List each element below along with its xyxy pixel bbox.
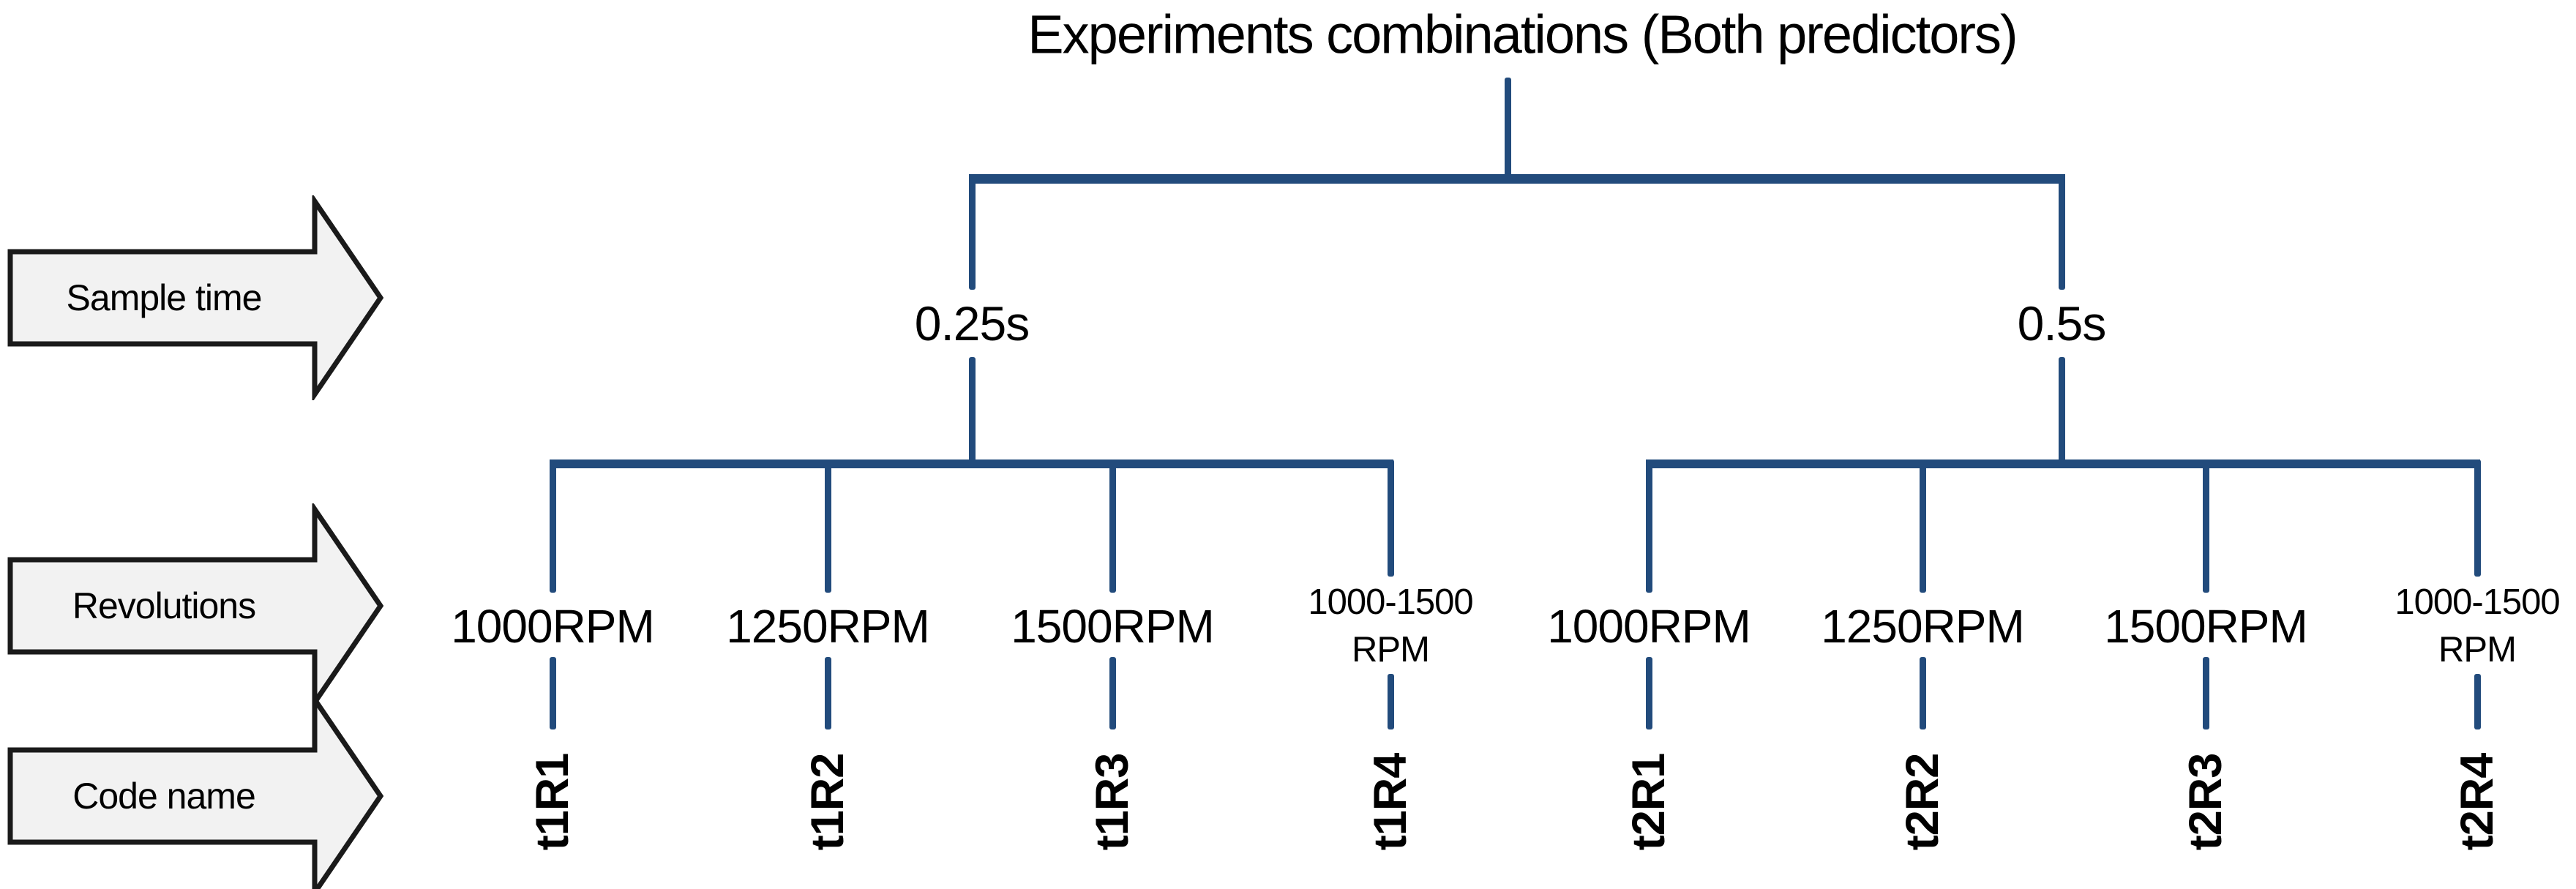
row-label-sample-time: Sample time xyxy=(66,277,263,318)
revolutions-node: 1000RPM xyxy=(451,600,655,653)
connector-branch1-top xyxy=(969,174,976,290)
connector-leaf-vertical xyxy=(1920,459,1926,593)
row-label-code-name: Code name xyxy=(72,776,256,817)
connector-leaf-vertical xyxy=(1646,459,1652,593)
connector-root-bar xyxy=(969,174,2065,184)
revolutions-node: 1250RPM xyxy=(1821,600,2025,653)
row-label-revolutions: Revolutions xyxy=(72,585,256,626)
connector-code-stub xyxy=(550,657,556,729)
connector-branch1-bottom xyxy=(969,357,976,464)
connector-code-stub xyxy=(1646,657,1652,729)
revolutions-node: 1000RPM xyxy=(1547,600,1751,653)
code-name-node: t1R4 xyxy=(1365,753,1416,851)
revolutions-node: 1500RPM xyxy=(2104,600,2308,653)
revolutions-node: 1250RPM xyxy=(726,600,930,653)
code-name-node: t1R1 xyxy=(527,753,578,851)
connector-code-stub xyxy=(825,657,831,729)
connector-left-bar xyxy=(550,459,1393,468)
code-name-node: t2R1 xyxy=(1623,753,1674,851)
sample-time-node: 0.5s xyxy=(2017,296,2107,350)
revolutions-node: 1000-1500 RPM xyxy=(2395,582,2560,669)
connector-leaf-vertical xyxy=(550,459,556,593)
connector-code-stub xyxy=(2474,674,2481,729)
revolutions-node: 1000-1500 RPM xyxy=(1308,582,1473,669)
connector-code-stub xyxy=(2203,657,2209,729)
right-arrow-icon xyxy=(7,195,384,400)
connector-leaf-vertical xyxy=(1109,459,1116,593)
code-name-node: t2R2 xyxy=(1897,753,1948,851)
code-name-node: t1R2 xyxy=(802,753,853,851)
code-name-node: t1R3 xyxy=(1087,753,1138,851)
connector-code-stub xyxy=(1109,657,1116,729)
revolutions-node: 1500RPM xyxy=(1011,600,1215,653)
connector-code-stub xyxy=(1388,674,1394,729)
right-arrow-icon xyxy=(7,694,384,889)
connector-root-vertical xyxy=(1505,78,1511,181)
code-name-node: t2R3 xyxy=(2180,753,2231,851)
connector-branch2-top xyxy=(2059,174,2065,290)
connector-leaf-vertical xyxy=(825,459,831,593)
connector-right-bar xyxy=(1646,459,2480,468)
diagram-title: Experiments combinations (Both predictor… xyxy=(1027,4,2018,65)
sample-time-node: 0.25s xyxy=(914,296,1030,350)
connector-leaf-vertical xyxy=(2203,459,2209,593)
connector-leaf-vertical xyxy=(2474,459,2481,577)
connector-code-stub xyxy=(1920,657,1926,729)
connector-leaf-vertical xyxy=(1388,459,1394,577)
right-arrow-icon xyxy=(7,503,384,708)
connector-branch2-bottom xyxy=(2059,357,2065,464)
code-name-node: t2R4 xyxy=(2452,753,2503,851)
